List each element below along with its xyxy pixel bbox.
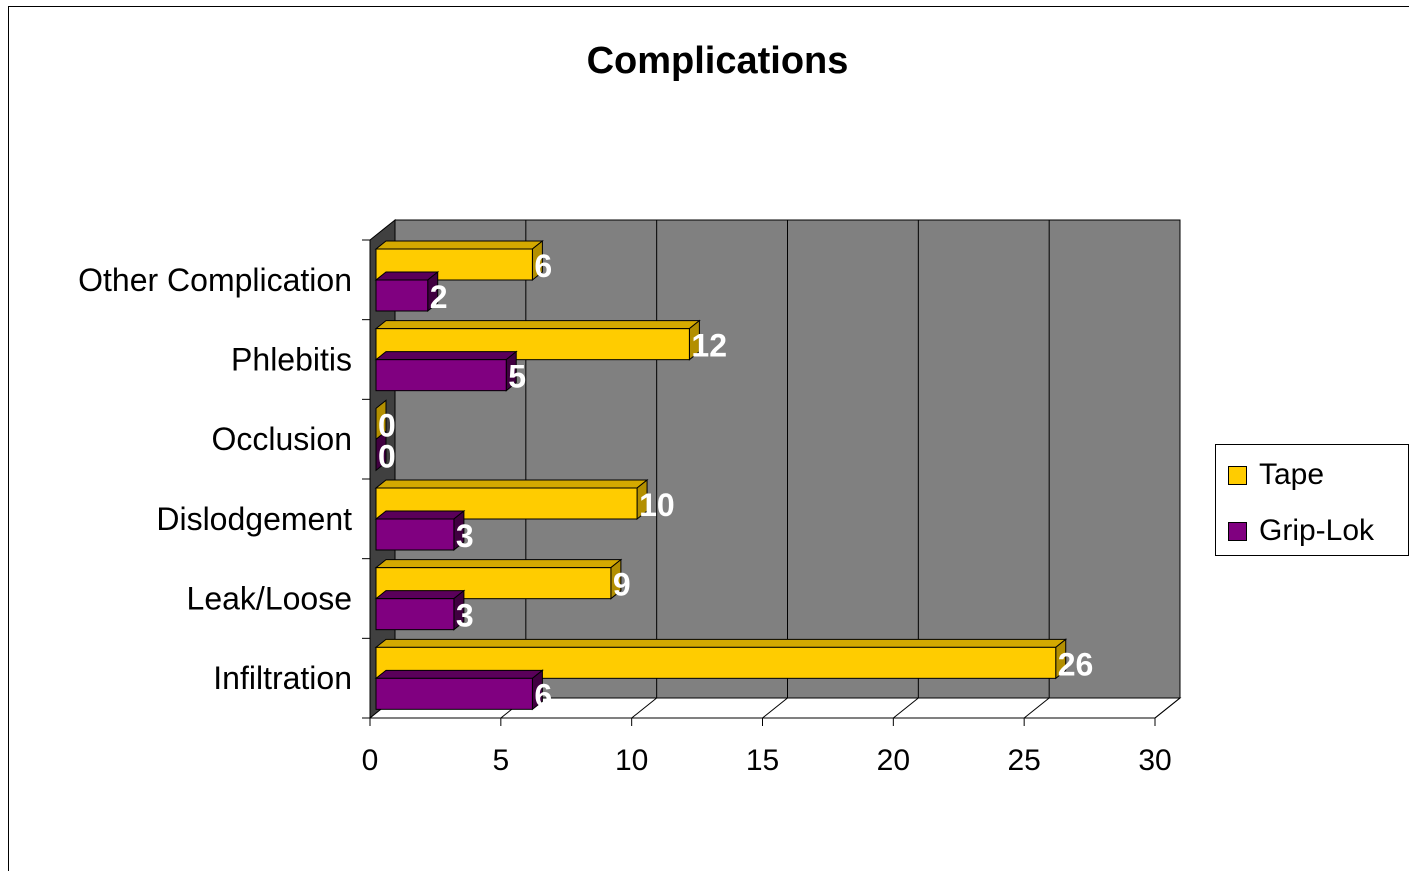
bar-grip-lok-infiltration-front	[375, 677, 533, 710]
data-label-grip-lok-phlebitis: 5	[508, 359, 526, 395]
data-label-tape-phlebitis: 12	[691, 328, 727, 364]
plot-data-labels: 26 6 9 3 10 3 00 12 5 6 2	[378, 248, 1093, 713]
bar-grip-lok-occlusion-side	[375, 430, 387, 472]
bar-tape-leak-loose	[374, 558, 623, 600]
floor-gridline	[631, 697, 657, 719]
chart-title: Complications	[586, 40, 849, 82]
x-tick-label: 15	[746, 744, 779, 777]
plot-tick-labels: 0 5 10 15 20 25 30InfiltrationLeak/LooseDislod…	[78, 262, 1172, 777]
data-label-grip-lok-leak-loose: 3	[456, 598, 474, 634]
data-label-tape-infiltration: 26	[1058, 646, 1094, 682]
bar-grip-lok-other-complication-front	[375, 279, 429, 312]
bar-tape-phlebitis-top	[374, 320, 701, 330]
bar-tape-dislodgement	[374, 478, 649, 521]
floor-gridline	[893, 697, 919, 719]
bar-grip-lok-leak-loose	[374, 589, 466, 631]
bar-tape-leak-loose-top	[374, 559, 623, 569]
bar-grip-lok-leak-loose-top	[374, 590, 466, 600]
y-tick-label-other-complication: Other Complication	[78, 262, 352, 298]
chart-frame	[8, 6, 1409, 871]
legend-swatch-tape	[1228, 465, 1247, 485]
x-tick-label: 20	[877, 744, 910, 777]
bar-tape-other-complication-top	[374, 240, 544, 250]
floor-gridline	[1023, 697, 1050, 719]
x-tick-label: 30	[1138, 744, 1171, 777]
bar-tape-infiltration-top	[374, 638, 1068, 648]
bar-grip-lok-dislodgement	[374, 509, 466, 552]
x-tick-label: 25	[1007, 744, 1040, 777]
y-tick-label-phlebitis: Phlebitis	[231, 342, 352, 378]
floor-gridline	[762, 697, 788, 719]
y-tick-label-infiltration: Infiltration	[213, 660, 352, 696]
bar-grip-lok-occlusion	[375, 430, 387, 472]
legend-item-tape: Tape	[1228, 458, 1325, 491]
plot-bars	[374, 239, 1068, 711]
data-label-grip-lok-occlusion: 0	[378, 438, 396, 474]
y-tick-label-occlusion: Occlusion	[212, 421, 353, 457]
bar-grip-lok-infiltration-top	[374, 669, 544, 679]
data-label-tape-leak-loose: 9	[613, 567, 631, 603]
bar-grip-lok-infiltration	[374, 669, 544, 711]
y-tick-label-leak-loose: Leak/Loose	[187, 581, 352, 617]
x-tick-label: 5	[492, 744, 509, 777]
data-label-tape-occlusion: 0	[378, 407, 396, 443]
bar-grip-lok-phlebitis-top	[374, 351, 518, 361]
data-label-tape-dislodgement: 10	[639, 487, 675, 523]
floor-gridline	[1154, 697, 1181, 719]
x-tick-label: 0	[362, 744, 379, 777]
y-tick-label-dislodgement: Dislodgement	[156, 501, 352, 537]
data-label-grip-lok-infiltration: 6	[534, 677, 552, 713]
bar-grip-lok-dislodgement-front	[375, 518, 455, 551]
legend-label-tape: Tape	[1259, 458, 1325, 491]
bar-grip-lok-dislodgement-top	[374, 510, 466, 520]
bar-grip-lok-other-complication	[374, 270, 440, 313]
data-label-grip-lok-dislodgement: 3	[456, 518, 474, 554]
data-label-grip-lok-other-complication: 2	[430, 279, 448, 315]
legend: Tape Grip-Lok	[1215, 444, 1409, 556]
data-label-tape-other-complication: 6	[534, 248, 552, 284]
legend-item-grip-lok: Grip-Lok	[1228, 514, 1375, 547]
bar-grip-lok-leak-loose-front	[375, 598, 455, 631]
bar-grip-lok-phlebitis-front	[375, 359, 507, 392]
plot-axes	[362, 239, 1156, 726]
bar-tape-dislodgement-top	[374, 479, 649, 489]
bar-grip-lok-phlebitis	[374, 350, 518, 392]
x-tick-label: 10	[615, 744, 648, 777]
legend-swatch-grip-lok	[1228, 521, 1247, 541]
legend-label-grip-lok: Grip-Lok	[1259, 514, 1375, 547]
